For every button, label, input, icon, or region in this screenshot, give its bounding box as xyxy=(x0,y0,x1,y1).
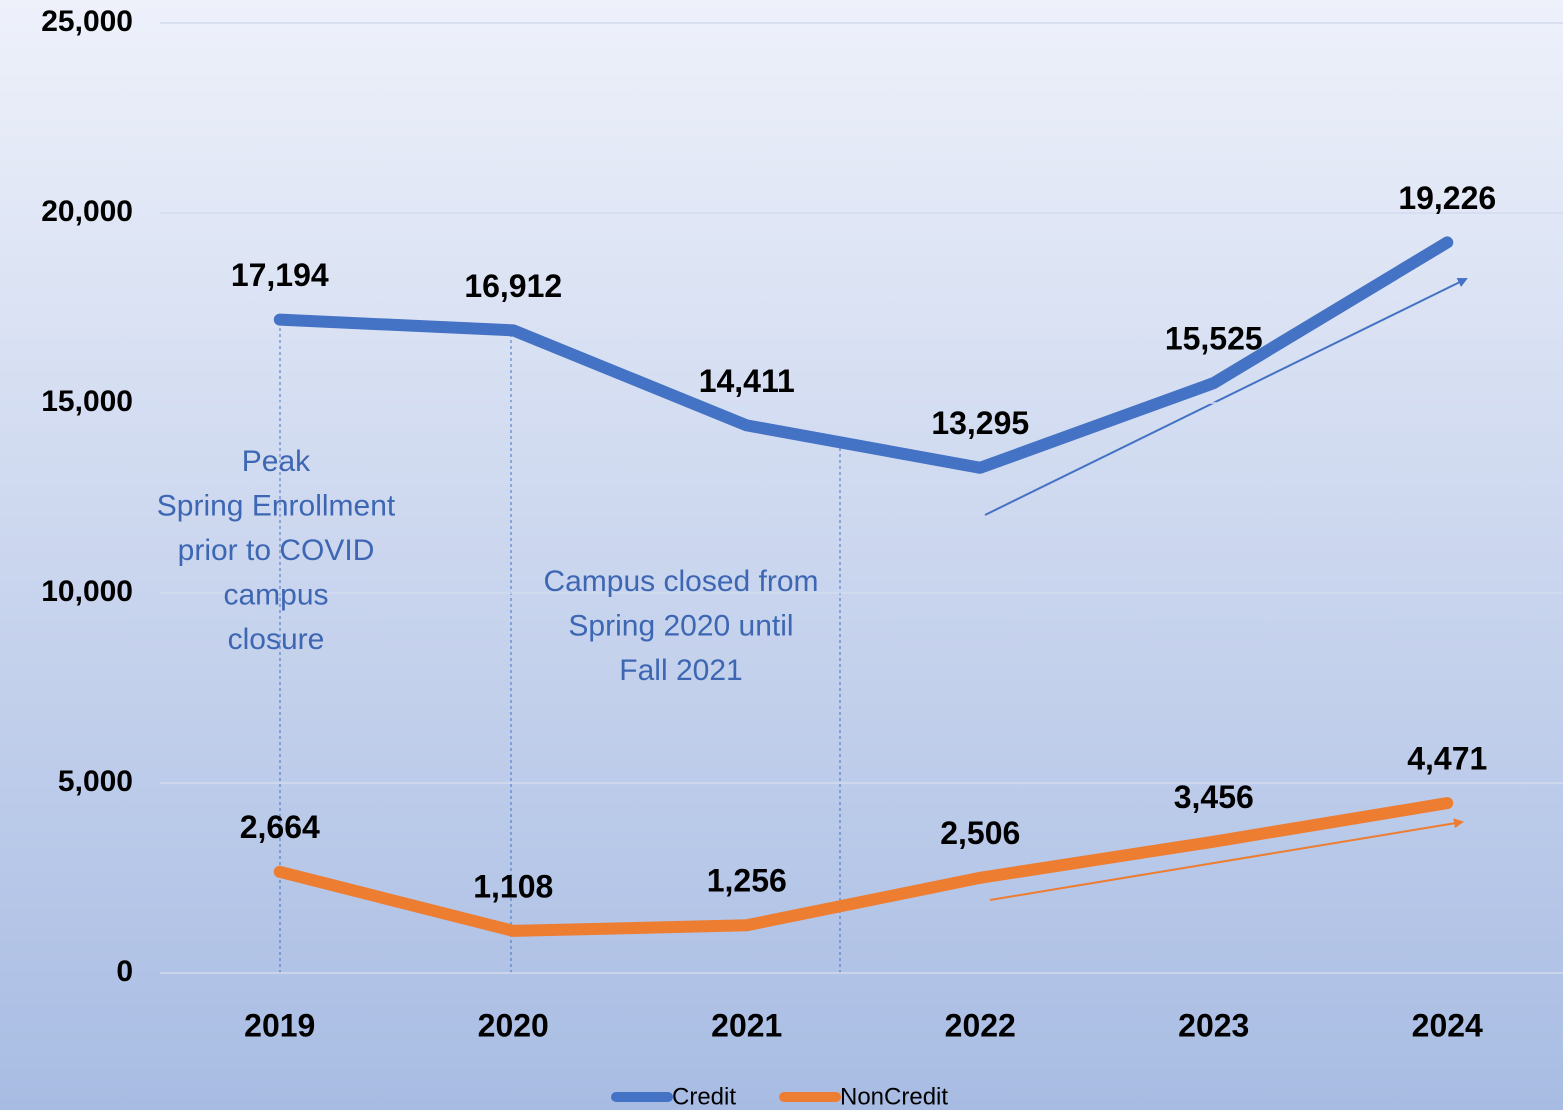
annotation: closure xyxy=(228,623,325,656)
annotation: campus xyxy=(223,578,328,611)
annotation: Spring Enrollment xyxy=(157,489,396,522)
annotation: Fall 2021 xyxy=(619,654,742,687)
legend-label: Credit xyxy=(672,1083,736,1110)
data-label: 3,456 xyxy=(1174,779,1254,815)
series-line xyxy=(273,236,1454,474)
x-tick-label: 2023 xyxy=(1178,1007,1249,1043)
x-tick-label: 2019 xyxy=(244,1007,315,1043)
data-label: 17,194 xyxy=(231,257,329,293)
annotation: Spring 2020 until xyxy=(568,609,793,642)
reference-lines xyxy=(279,318,841,973)
data-label: 1,256 xyxy=(707,863,787,899)
data-label: 2,506 xyxy=(940,815,1020,851)
x-tick-label: 2024 xyxy=(1412,1007,1483,1043)
trend-arrow xyxy=(989,818,1464,901)
data-label: 15,525 xyxy=(1165,321,1263,357)
trend-arrow xyxy=(984,278,1468,516)
data-label: 16,912 xyxy=(464,268,562,304)
x-tick-label: 2022 xyxy=(945,1007,1016,1043)
y-tick-label: 20,000 xyxy=(41,195,133,228)
data-label: 4,471 xyxy=(1407,741,1487,777)
x-tick-label: 2021 xyxy=(711,1007,782,1043)
y-tick-label: 25,000 xyxy=(41,5,133,38)
data-label: 1,108 xyxy=(473,868,553,904)
annotation: Campus closed from xyxy=(543,565,818,598)
y-tick-label: 10,000 xyxy=(41,575,133,608)
legend-label: NonCredit xyxy=(840,1083,948,1110)
data-label: 2,664 xyxy=(240,809,320,845)
data-label: 13,295 xyxy=(931,405,1029,441)
annotation: prior to COVID xyxy=(178,534,375,567)
annotation: Peak xyxy=(242,445,311,478)
y-tick-label: 5,000 xyxy=(58,765,133,798)
data-label: 14,411 xyxy=(699,363,795,399)
x-tick-label: 2020 xyxy=(478,1007,549,1043)
data-label: 19,226 xyxy=(1398,180,1496,216)
y-tick-label: 15,000 xyxy=(41,385,133,418)
y-tick-label: 0 xyxy=(116,955,133,988)
series-line xyxy=(273,797,1454,937)
